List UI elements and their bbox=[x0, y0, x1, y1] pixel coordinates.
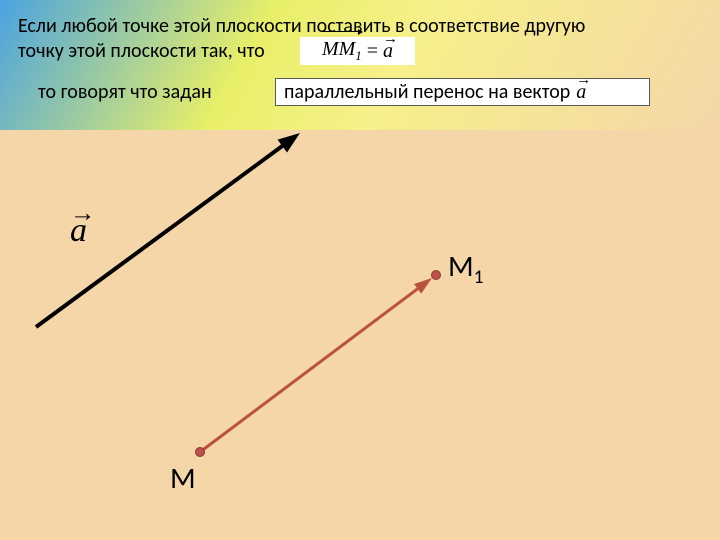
boxed-vector-a: a bbox=[576, 81, 586, 104]
boxed-text: параллельный перенос на вектор bbox=[284, 80, 570, 104]
description-line2: точку этой плоскости так, что bbox=[18, 39, 265, 64]
point-m1-label: М1 bbox=[448, 248, 484, 289]
formula-vector-a: a bbox=[383, 40, 393, 63]
formula-mm1: MM1 bbox=[322, 38, 362, 64]
formula-equals: = bbox=[367, 40, 378, 63]
vector-a-label: a bbox=[70, 210, 87, 251]
formula-mm1-eq-a: MM1 = a bbox=[300, 37, 415, 65]
point-m-label: М bbox=[170, 460, 196, 497]
description-line3-prefix: то говорят что задан bbox=[38, 80, 212, 105]
boxed-definition: параллельный перенос на вектор a bbox=[275, 78, 650, 106]
description-line1: Если любой точке этой плоскости поставит… bbox=[18, 14, 708, 39]
